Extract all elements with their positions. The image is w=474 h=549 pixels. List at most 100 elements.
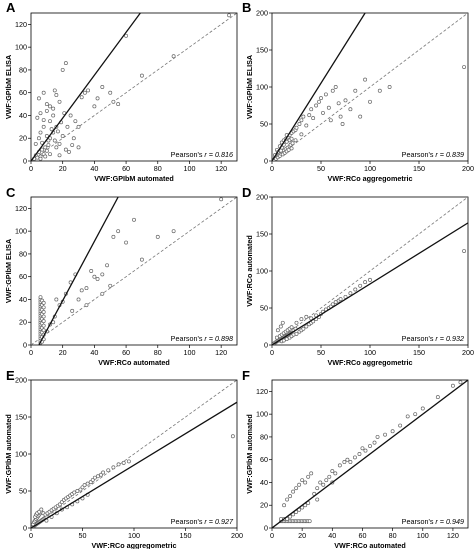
y-tick-label: 20 [19, 134, 27, 143]
data-point [304, 123, 309, 128]
data-point [357, 452, 362, 456]
data-point [76, 297, 81, 302]
x-axis-title: VWF:GPIbM automated [94, 174, 173, 183]
x-tick-label: 50 [79, 531, 87, 540]
data-point [294, 125, 299, 130]
x-tick-label: 200 [231, 531, 243, 540]
data-point [121, 460, 126, 465]
data-point [327, 474, 332, 479]
y-tick-label: 100 [15, 450, 27, 459]
data-point [348, 291, 353, 296]
data-point [60, 134, 65, 138]
panel-letter: C [6, 185, 16, 200]
y-tick-label: 0 [23, 157, 27, 166]
data-point [75, 489, 80, 493]
data-point [324, 478, 329, 483]
data-point [33, 141, 38, 146]
y-tick-label: 150 [15, 413, 27, 422]
data-point [41, 118, 46, 122]
x-tick-label: 150 [413, 164, 425, 173]
x-tick-label: 200 [462, 348, 474, 357]
y-tick-label: 0 [264, 157, 268, 166]
data-point [48, 104, 52, 109]
data-point [52, 138, 57, 143]
y-tick-label: 80 [19, 65, 27, 74]
data-point [290, 141, 295, 146]
data-point [330, 302, 335, 307]
data-point [171, 54, 176, 59]
data-point [219, 197, 224, 202]
data-point [227, 13, 232, 18]
y-tick-label: 20 [260, 501, 268, 510]
data-point [340, 122, 345, 126]
plot-area [31, 380, 237, 528]
data-point [49, 127, 54, 132]
data-point [40, 147, 45, 152]
data-point [303, 480, 308, 485]
pearson-annotation: Pearson's r = 0.927 [171, 517, 234, 526]
data-point [420, 406, 425, 411]
panel-a: A 0 20 40 60 80 100 120 0 20 40 60 80 100 120 VWF:GPIbM… [4, 0, 238, 183]
data-point [315, 486, 320, 491]
data-point [458, 380, 463, 385]
data-point [450, 383, 455, 388]
x-tick-label: 0 [270, 531, 274, 540]
data-point [84, 286, 89, 291]
y-tick-label: 50 [260, 304, 268, 313]
pearson-label: Pearson's [171, 334, 205, 343]
data-point [100, 272, 105, 277]
data-point [132, 217, 136, 222]
data-point [44, 148, 49, 153]
data-point [294, 486, 299, 491]
regression-line [272, 13, 366, 161]
identity-line [31, 380, 237, 528]
y-tick-label: 50 [19, 487, 27, 496]
data-point [41, 314, 46, 319]
x-tick-label: 100 [364, 164, 376, 173]
data-point [76, 124, 81, 129]
data-point [435, 395, 440, 400]
data-point [41, 328, 46, 333]
data-point [108, 90, 113, 95]
regression-line [272, 222, 468, 345]
x-tick-label: 80 [389, 531, 397, 540]
y-tick-label: 150 [256, 230, 268, 239]
data-point [68, 113, 73, 118]
data-point [57, 141, 62, 146]
x-tick-label: 0 [270, 348, 274, 357]
data-point [274, 335, 279, 340]
data-point [275, 328, 280, 333]
y-axis-title: VWF:GPIbM automated [245, 414, 254, 493]
data-point [345, 457, 350, 462]
data-point [285, 497, 290, 502]
data-point [57, 153, 62, 158]
data-point [111, 99, 116, 104]
data-point [352, 455, 357, 460]
pearson-annotation: Pearson's r = 0.932 [402, 334, 464, 343]
panel-letter: F [242, 368, 250, 383]
data-point [57, 99, 62, 104]
data-point [297, 122, 302, 126]
data-point [43, 154, 48, 159]
y-tick-label: 80 [260, 432, 268, 441]
data-point [375, 434, 380, 439]
y-tick-label: 150 [256, 46, 268, 55]
pearson-value: 0.932 [446, 334, 464, 343]
data-point [390, 429, 395, 434]
data-point [363, 280, 368, 285]
data-point [348, 460, 353, 464]
data-point [63, 61, 68, 66]
pearson-value: 0.839 [446, 150, 464, 159]
pearson-label: Pearson's [402, 150, 436, 159]
data-point [60, 67, 65, 72]
data-point [284, 337, 289, 342]
data-point [92, 274, 97, 279]
data-point [321, 482, 326, 487]
data-point [363, 448, 368, 453]
y-tick-label: 200 [256, 9, 268, 18]
data-point [309, 107, 314, 112]
data-point [116, 102, 121, 107]
x-tick-label: 200 [462, 164, 474, 173]
pearson-r-label: r = [204, 334, 215, 343]
data-point [41, 300, 46, 305]
